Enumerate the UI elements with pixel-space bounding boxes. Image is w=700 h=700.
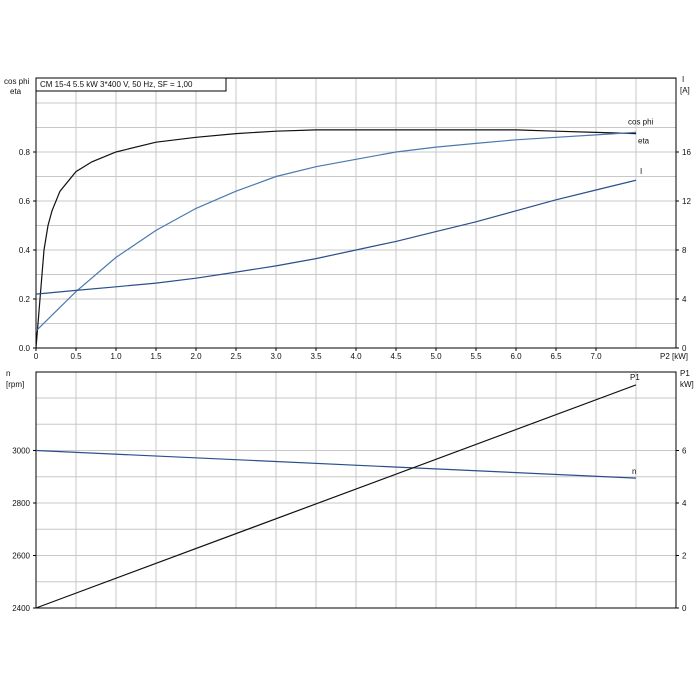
- top-chart: 0 0.5 1.0 1.5 2.0 2.5 3.0 3.5 4.0 4.5 5.0 5.5 6.0 6.5…: [4, 75, 691, 361]
- right-axis-unit-a: [A]: [680, 86, 690, 95]
- left-axis-label-eta: eta: [10, 87, 22, 96]
- x-tick-label: 3.5: [310, 352, 322, 361]
- left-axis-label-cosphi: cos phi: [4, 77, 30, 86]
- x-tick-label: 5.5: [470, 352, 482, 361]
- bottom-left-tick-label: 2800: [12, 499, 30, 508]
- right-tick-label: 16: [682, 148, 691, 157]
- x-tick-label: 2.5: [230, 352, 242, 361]
- series-line-n: [35, 449, 637, 479]
- bottom-right-tick-label: 0: [682, 604, 687, 613]
- left-tick-label: 0.4: [19, 246, 31, 255]
- right-tick-label: 12: [682, 197, 691, 206]
- right-tick-label: 8: [682, 246, 687, 255]
- right-tick-label: 4: [682, 295, 687, 304]
- bottom-right-tick-label: 4: [682, 499, 687, 508]
- series-line-eta: [35, 129, 637, 349]
- bottom-chart: 2400 2600 2800 3000 n [rpm] 0 2 4 6 P1 kW] n P1: [6, 369, 694, 613]
- series-label-cos-phi: cos phi: [628, 117, 654, 126]
- series-line-P1: [35, 384, 637, 609]
- series-label-I: I: [640, 167, 642, 176]
- x-tick-label: 3.0: [270, 352, 282, 361]
- bottom-right-axis-label-p1: P1: [680, 369, 690, 378]
- bottom-right-axis-unit: kW]: [680, 380, 694, 389]
- title-box: [35, 77, 227, 92]
- x-tick-label: 0: [34, 352, 39, 361]
- x-axis-label: P2 [kW]: [660, 352, 688, 361]
- series-line-cos-phi: [35, 131, 637, 332]
- right-axis-label-i: I: [682, 75, 684, 84]
- x-tick-label: 6.0: [510, 352, 522, 361]
- bottom-left-tick-label: 3000: [12, 447, 30, 456]
- left-tick-label: 0.8: [19, 148, 31, 157]
- x-tick-label: 2.0: [190, 352, 202, 361]
- x-tick-label: 0.5: [70, 352, 82, 361]
- bottom-left-axis-unit: [rpm]: [6, 380, 24, 389]
- left-tick-label: 0.6: [19, 197, 31, 206]
- series-label-P1: P1: [630, 373, 640, 382]
- bottom-left-axis-label-n: n: [6, 369, 10, 378]
- chart-title: CM 15-4 5.5 kW 3*400 V, 50 Hz, SF = 1,00: [40, 80, 193, 89]
- bottom-right-tick-label: 2: [682, 552, 687, 561]
- x-tick-label: 4.5: [390, 352, 402, 361]
- bottom-plot-frame: [35, 371, 677, 609]
- bottom-right-tick-label: 6: [682, 447, 687, 456]
- right-tick-label: 0: [682, 344, 687, 353]
- left-tick-label: 0.2: [19, 295, 31, 304]
- x-tick-label: 5.0: [430, 352, 442, 361]
- left-tick-label: 0.0: [19, 344, 31, 353]
- bottom-left-tick-label: 2400: [12, 604, 30, 613]
- x-tick-label: 1.0: [110, 352, 122, 361]
- series-label-n: n: [632, 467, 636, 476]
- x-tick-label: 4.0: [350, 352, 362, 361]
- series-label-eta: eta: [638, 137, 650, 146]
- series-line-I: [35, 179, 637, 295]
- bottom-left-tick-label: 2600: [12, 552, 30, 561]
- x-tick-label: 1.5: [150, 352, 162, 361]
- x-tick-label: 6.5: [550, 352, 562, 361]
- x-tick-label: 7.0: [590, 352, 602, 361]
